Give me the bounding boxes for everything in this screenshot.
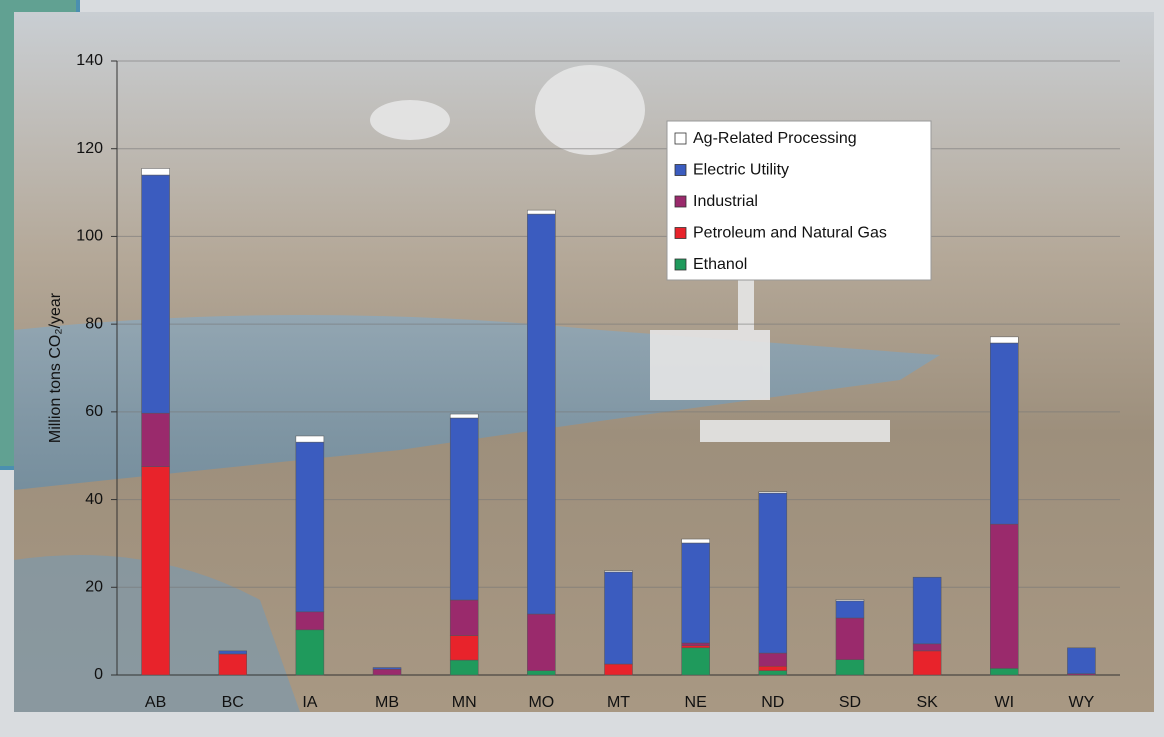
- legend-label: Industrial: [693, 193, 758, 210]
- bar-segment: [449, 599, 479, 636]
- bar-segment: [912, 650, 942, 676]
- y-tick-label: 40: [85, 491, 103, 508]
- x-tick-label: WY: [1069, 694, 1095, 711]
- bar-segment: [604, 663, 633, 676]
- bar-segment: [681, 647, 710, 676]
- bar-segment: [758, 670, 788, 676]
- bar-segment: [449, 635, 479, 661]
- x-tick-label: BC: [222, 694, 244, 711]
- y-tick-label: 0: [94, 666, 103, 683]
- legend-swatch: [674, 132, 687, 145]
- x-tick-label: WI: [994, 694, 1014, 711]
- legend-label: Petroleum and Natural Gas: [693, 225, 887, 242]
- bar-segment: [758, 665, 788, 671]
- x-tick-label: SK: [916, 694, 938, 711]
- legend-label: Electric Utility: [693, 162, 789, 179]
- y-tick-label: 140: [76, 52, 103, 69]
- legend-label: Ethanol: [693, 256, 747, 273]
- bar-segment: [681, 645, 710, 649]
- legend-swatch: [674, 258, 687, 271]
- bar-segment: [758, 652, 788, 667]
- x-tick-label: AB: [145, 694, 166, 711]
- x-tick-label: IA: [302, 694, 317, 711]
- bar-segment: [835, 600, 865, 619]
- bar-segment: [141, 174, 170, 414]
- bar-segment: [372, 669, 402, 676]
- bar-segment: [990, 336, 1019, 344]
- bar-segment: [912, 643, 942, 652]
- bar-segment: [990, 342, 1019, 525]
- bar-segment: [835, 617, 865, 660]
- bar-segment: [218, 650, 247, 655]
- x-tick-label: NE: [685, 694, 707, 711]
- legend-label: Ag-Related Processing: [693, 130, 857, 147]
- bar-segment: [141, 466, 170, 676]
- y-tick-label: 100: [76, 228, 103, 245]
- bar-segment: [681, 542, 710, 644]
- bar-segment: [295, 611, 325, 631]
- x-tick-label: MN: [452, 694, 477, 711]
- y-tick-label: 20: [85, 579, 103, 596]
- photo-plant: [370, 65, 890, 442]
- x-tick-label: MB: [375, 694, 399, 711]
- bar-segment: [990, 523, 1019, 669]
- legend-box: [666, 120, 932, 281]
- bar-segment: [681, 538, 710, 544]
- bar-segment: [527, 670, 556, 676]
- y-tick-label: 60: [85, 403, 103, 420]
- x-tick-label: MT: [607, 694, 630, 711]
- bar-segment: [990, 668, 1019, 676]
- y-tick-label: 80: [85, 315, 103, 332]
- y-axis-label: Million tons CO₂/year: [47, 292, 64, 443]
- legend-swatch: [674, 195, 687, 208]
- legend-swatch: [674, 227, 687, 239]
- bar-segment: [141, 168, 170, 176]
- bar-segment: [295, 629, 325, 676]
- bar-segment: [527, 209, 556, 215]
- bar-segment: [449, 417, 479, 601]
- bar-segment: [141, 412, 170, 467]
- bar-segment: [912, 576, 942, 645]
- bar-segment: [449, 413, 479, 419]
- bar-segment: [295, 441, 325, 613]
- bar-segment: [681, 642, 710, 646]
- bar-segment: [835, 599, 865, 602]
- bar-segment: [218, 653, 247, 676]
- bar-segment: [758, 492, 788, 654]
- bar-segment: [758, 491, 788, 494]
- bar-segment: [527, 613, 556, 671]
- bar-segment: [1067, 647, 1096, 674]
- y-tick-label: 120: [76, 140, 103, 157]
- bar-segment: [372, 667, 402, 670]
- bar-segment: [527, 213, 556, 615]
- bar-segment: [449, 659, 479, 676]
- legend-swatch: [674, 164, 687, 176]
- x-tick-label: SD: [839, 694, 861, 711]
- x-tick-label: ND: [761, 694, 784, 711]
- x-tick-label: MO: [528, 694, 554, 711]
- bar-segment: [295, 435, 325, 443]
- bar-segment: [835, 659, 865, 676]
- bar-segment: [604, 571, 633, 665]
- bar-segment: [604, 570, 633, 573]
